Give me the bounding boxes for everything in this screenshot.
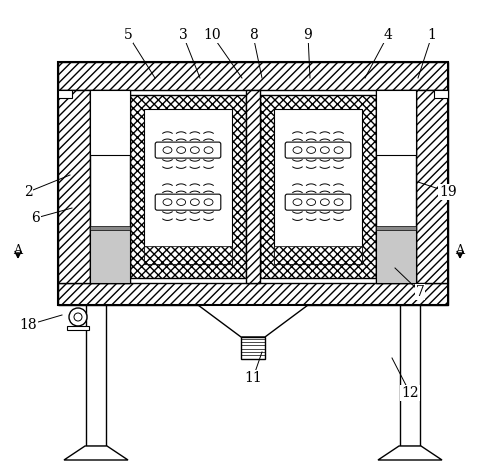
Bar (90, 228, 130, 283)
Text: 19: 19 (439, 185, 457, 199)
Bar (376, 90, 416, 155)
Bar (58, 90, 72, 98)
Circle shape (74, 313, 82, 321)
Text: 4: 4 (384, 28, 393, 42)
Text: 1: 1 (428, 28, 436, 42)
Text: A: A (14, 244, 22, 257)
Text: 7: 7 (415, 285, 425, 299)
Ellipse shape (190, 147, 199, 153)
Polygon shape (378, 446, 442, 460)
Ellipse shape (320, 199, 329, 205)
Text: 8: 8 (249, 28, 257, 42)
Ellipse shape (293, 199, 302, 205)
Ellipse shape (177, 147, 186, 153)
Bar (274, 109, 362, 264)
Bar (130, 95, 246, 278)
Bar (376, 228, 416, 283)
FancyBboxPatch shape (155, 194, 221, 210)
Polygon shape (64, 446, 128, 460)
Ellipse shape (204, 147, 213, 153)
Bar (58, 62, 448, 90)
Ellipse shape (293, 147, 302, 153)
Bar (274, 246, 362, 264)
Bar (376, 90, 416, 283)
Text: 3: 3 (179, 28, 187, 42)
Bar (90, 226, 130, 230)
Bar (416, 90, 448, 283)
Text: 6: 6 (32, 211, 40, 225)
Ellipse shape (204, 199, 213, 205)
Bar (144, 246, 232, 264)
Circle shape (69, 308, 87, 326)
Polygon shape (198, 305, 308, 337)
Bar (86, 305, 106, 446)
Text: 2: 2 (24, 185, 32, 199)
Bar (241, 337, 265, 359)
Ellipse shape (163, 199, 172, 205)
Text: 11: 11 (244, 371, 262, 385)
FancyBboxPatch shape (285, 194, 351, 210)
Bar (90, 90, 130, 155)
Ellipse shape (163, 147, 172, 153)
Ellipse shape (177, 199, 186, 205)
Ellipse shape (334, 199, 343, 205)
Bar (260, 95, 376, 278)
Bar (67, 326, 89, 330)
Ellipse shape (307, 147, 316, 153)
Bar (58, 62, 448, 305)
Text: 10: 10 (203, 28, 221, 42)
Text: 9: 9 (303, 28, 312, 42)
Ellipse shape (190, 199, 199, 205)
Text: 5: 5 (124, 28, 132, 42)
Text: 12: 12 (401, 386, 419, 400)
Ellipse shape (320, 147, 329, 153)
Text: A: A (455, 244, 465, 257)
Bar (90, 90, 130, 283)
FancyBboxPatch shape (285, 142, 351, 158)
Ellipse shape (307, 199, 316, 205)
Ellipse shape (334, 147, 343, 153)
Text: 18: 18 (19, 318, 37, 332)
Bar (58, 90, 90, 283)
Bar (434, 90, 448, 98)
Bar (144, 109, 232, 264)
Bar (58, 283, 448, 305)
FancyBboxPatch shape (155, 142, 221, 158)
Bar (376, 226, 416, 230)
Bar (400, 305, 420, 446)
Bar (246, 90, 260, 283)
